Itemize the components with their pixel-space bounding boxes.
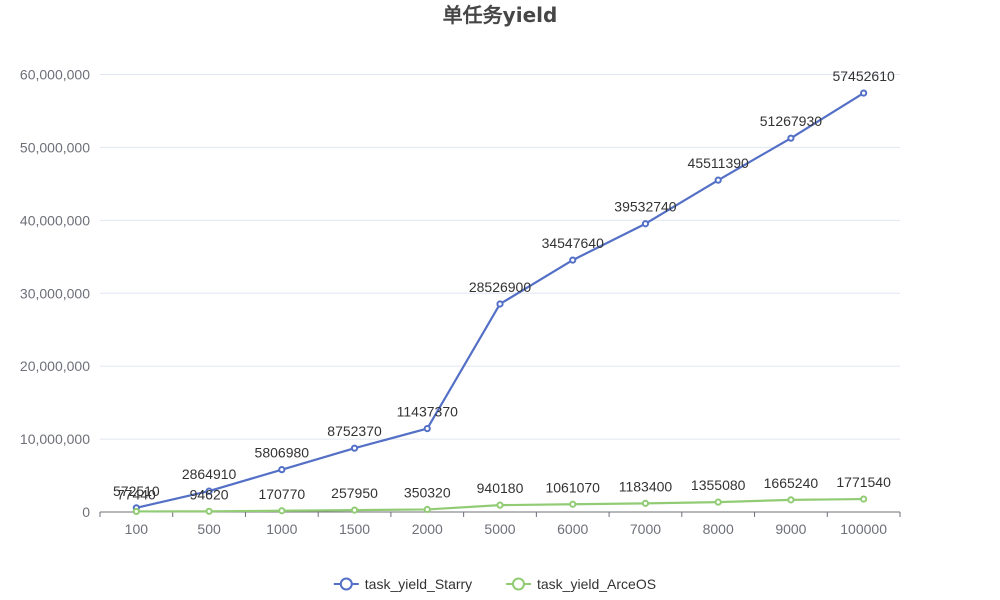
y-tick-label: 10,000,000 xyxy=(20,431,90,447)
data-point[interactable] xyxy=(132,507,140,516)
y-tick-label: 0 xyxy=(82,504,90,520)
data-label: 2864910 xyxy=(182,466,237,482)
x-tick-label: 1500 xyxy=(339,521,370,537)
x-tick-label: 500 xyxy=(197,521,221,537)
data-label: 45511390 xyxy=(688,155,749,171)
data-point[interactable] xyxy=(278,507,286,515)
data-label: 1771540 xyxy=(836,474,891,490)
data-label: 940180 xyxy=(477,480,524,496)
data-label: 1355080 xyxy=(691,477,746,493)
y-tick-label: 50,000,000 xyxy=(20,139,90,155)
data-point[interactable] xyxy=(641,499,650,507)
legend-item-1[interactable]: task_yield_Starry xyxy=(333,576,472,592)
data-label: 350320 xyxy=(404,484,451,500)
x-tick-label: 6000 xyxy=(557,521,588,537)
y-axis-ticks: 0 10,000,000 20,000,000 30,000,000 40,000,00… xyxy=(20,67,90,521)
x-tick-label: 100000 xyxy=(840,521,887,537)
series-lines xyxy=(132,89,868,516)
data-label: 572510 xyxy=(113,483,160,499)
x-tick-label: 100 xyxy=(125,521,149,537)
data-label: 34547640 xyxy=(542,235,605,251)
x-axis: 100 500 1000 1500 2000 5000 6000 7000 8000 9000 10… xyxy=(99,511,901,537)
y-tick-label: 30,000,000 xyxy=(20,285,90,301)
data-point[interactable] xyxy=(787,134,795,142)
data-point[interactable] xyxy=(496,300,504,308)
data-label: 1061070 xyxy=(545,479,600,495)
data-point[interactable] xyxy=(641,220,650,228)
data-label: 39532740 xyxy=(614,199,677,215)
legend-label: task_yield_Starry xyxy=(365,576,472,592)
legend-item-2[interactable]: task_yield_ArceOS xyxy=(506,576,656,592)
data-label: 77440 xyxy=(117,486,156,502)
data-labels: 572510 2864910 5806980 8752370 11437370 28526… xyxy=(113,68,895,502)
data-point[interactable] xyxy=(423,505,431,514)
x-tick-label: 7000 xyxy=(630,521,661,537)
data-point[interactable] xyxy=(569,256,577,264)
data-label: 1183400 xyxy=(619,478,673,494)
data-point[interactable] xyxy=(714,176,722,184)
x-tick-label: 2000 xyxy=(412,521,443,537)
x-tick-label: 5000 xyxy=(484,521,515,537)
data-point[interactable] xyxy=(205,487,213,495)
legend[interactable]: task_yield_Starry task_yield_ArceOS xyxy=(333,576,656,592)
data-label: 94620 xyxy=(190,486,229,502)
data-label: 1665240 xyxy=(764,475,819,491)
grid-lines xyxy=(100,74,900,440)
data-point[interactable] xyxy=(714,498,722,506)
data-label: 5806980 xyxy=(255,445,310,461)
data-point[interactable] xyxy=(860,89,868,97)
data-label: 257950 xyxy=(331,485,378,501)
data-label: 51267930 xyxy=(760,113,823,129)
x-tick-label: 1000 xyxy=(266,521,297,537)
data-label: 11437370 xyxy=(397,404,458,420)
data-point[interactable] xyxy=(423,425,431,433)
data-label: 8752370 xyxy=(327,423,382,439)
legend-circle-icon xyxy=(512,577,525,591)
y-tick-label: 60,000,000 xyxy=(20,67,90,83)
legend-label: task_yield_ArceOS xyxy=(537,576,656,592)
y-tick-label: 20,000,000 xyxy=(20,358,90,374)
data-point[interactable] xyxy=(278,466,286,474)
legend-circle-icon xyxy=(339,577,353,591)
data-label: 28526900 xyxy=(469,279,532,295)
data-point[interactable] xyxy=(569,500,577,508)
chart-title: 单任务yield xyxy=(443,3,558,27)
data-point[interactable] xyxy=(860,495,868,503)
x-tick-label: 8000 xyxy=(703,521,734,537)
data-point[interactable] xyxy=(350,444,359,452)
data-label: 170770 xyxy=(258,486,305,502)
data-point[interactable] xyxy=(787,496,795,504)
x-tick-label: 9000 xyxy=(775,521,806,537)
data-point[interactable] xyxy=(350,506,359,514)
data-point[interactable] xyxy=(205,507,213,515)
data-label: 57452610 xyxy=(832,68,895,84)
y-tick-label: 40,000,000 xyxy=(20,212,90,228)
data-point[interactable] xyxy=(496,501,504,509)
